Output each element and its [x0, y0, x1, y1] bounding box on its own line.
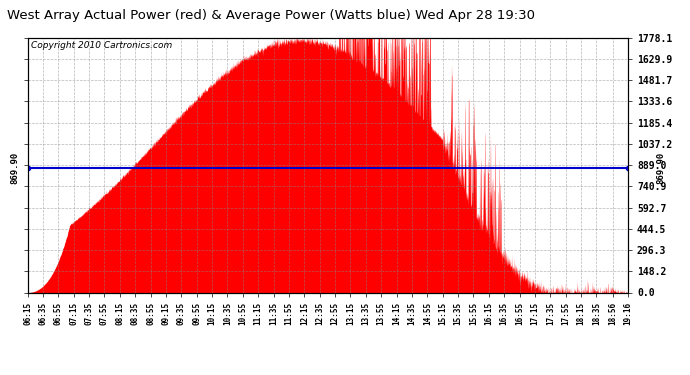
Text: 869.90: 869.90 [10, 152, 19, 184]
Text: 869.90: 869.90 [656, 152, 665, 184]
Text: West Array Actual Power (red) & Average Power (Watts blue) Wed Apr 28 19:30: West Array Actual Power (red) & Average … [7, 9, 535, 22]
Text: Copyright 2010 Cartronics.com: Copyright 2010 Cartronics.com [30, 41, 172, 50]
